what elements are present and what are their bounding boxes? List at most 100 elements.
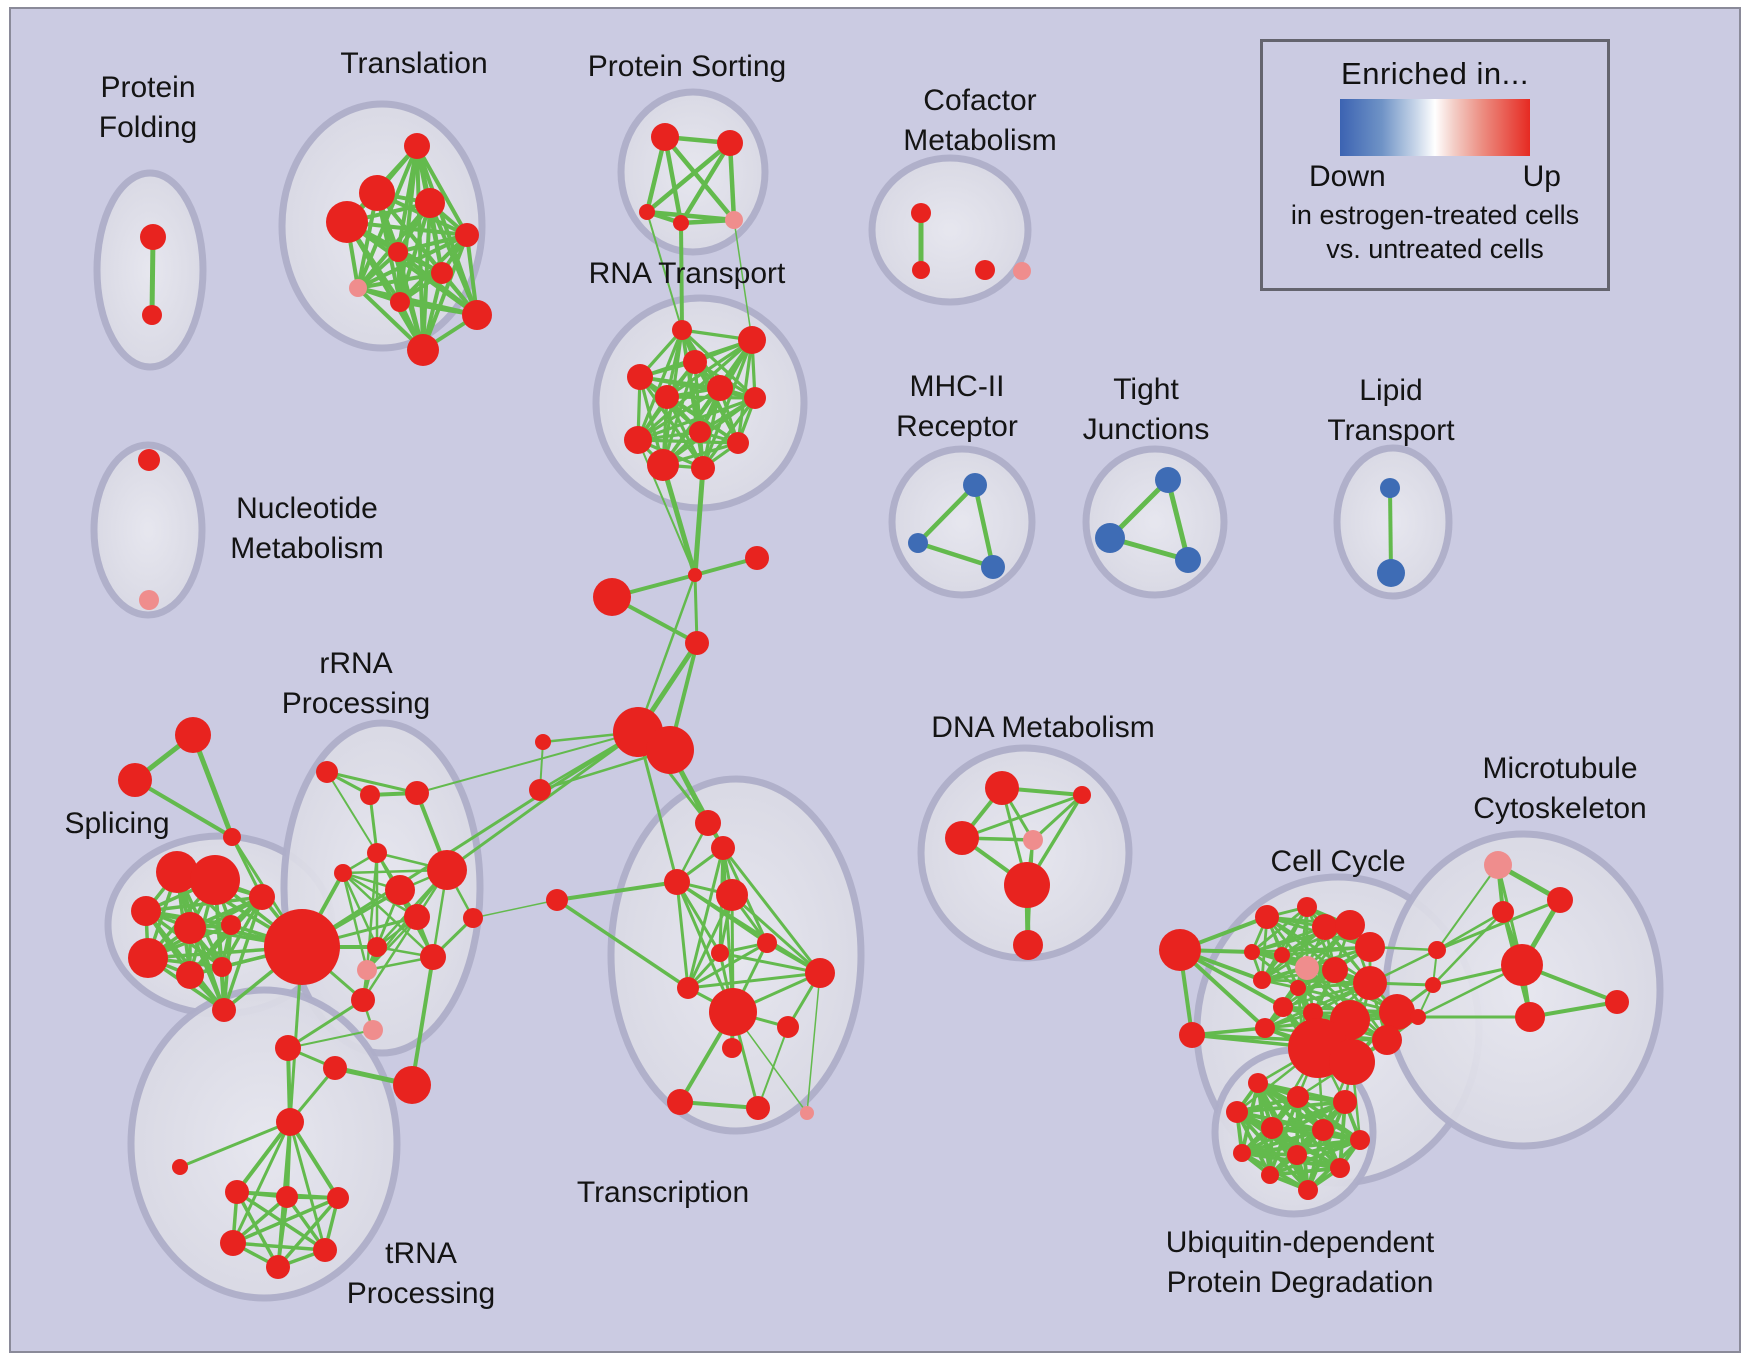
- network-node-tc8: [667, 1089, 693, 1115]
- network-edge: [232, 1196, 339, 1245]
- network-node-t9: [390, 292, 410, 312]
- legend-up-label: Up: [1522, 160, 1561, 193]
- network-node-c2: [1179, 1022, 1205, 1048]
- network-node-t4: [415, 188, 445, 218]
- network-node-r2: [738, 326, 766, 354]
- network-node-x4: [716, 879, 748, 911]
- network-edge: [660, 464, 698, 576]
- network-node-mh1: [963, 473, 987, 497]
- network-node-sp8: [176, 961, 204, 989]
- network-edge: [972, 484, 996, 568]
- network-node-rr7: [385, 875, 415, 905]
- network-node-CB2: [1329, 1039, 1375, 1085]
- cluster-label-splicing: Splicing: [64, 807, 169, 840]
- cluster-label-cell-cycle: Cell Cycle: [1270, 845, 1405, 878]
- network-edge: [188, 895, 264, 977]
- network-node-m4: [1501, 944, 1543, 986]
- network-node-tc4: [805, 958, 835, 988]
- network-node-bhub: [593, 578, 631, 616]
- network-edge: [190, 734, 235, 838]
- network-node-d4: [1023, 830, 1043, 850]
- network-edge: [666, 338, 753, 399]
- network-node-tc9: [746, 1096, 770, 1120]
- cluster-ellipse-cofactor-metabolism: [868, 154, 1032, 306]
- network-node-c5: [1244, 944, 1260, 960]
- network-node-c15: [1379, 994, 1415, 1030]
- network-node-u1: [1248, 1073, 1268, 1093]
- network-node-c18: [1255, 1018, 1275, 1038]
- network-node-SPHUB: [264, 909, 340, 985]
- network-edge: [645, 141, 732, 214]
- network-node-tc3: [677, 977, 699, 999]
- network-node-mh3: [981, 555, 1005, 579]
- network-edge: [232, 1241, 326, 1252]
- network-edge: [686, 847, 725, 989]
- network-node-u6: [1312, 1119, 1334, 1141]
- network-node-sp1: [156, 851, 198, 893]
- network-node-c16: [1273, 997, 1293, 1017]
- network-edge: [222, 896, 264, 1011]
- network-node-rr3: [405, 781, 429, 805]
- network-edge: [701, 339, 754, 469]
- network-edge: [556, 898, 689, 990]
- network-node-u11: [1261, 1166, 1279, 1184]
- network-node-m2: [1547, 887, 1573, 913]
- network-edge: [341, 872, 379, 948]
- network-node-c11: [1322, 957, 1348, 983]
- network-node-c6: [1274, 947, 1290, 963]
- network-edge: [276, 1196, 340, 1269]
- network-node-j1: [688, 568, 702, 582]
- network-edge: [1436, 898, 1561, 952]
- network-edge: [675, 881, 722, 954]
- network-node-t8: [349, 279, 367, 297]
- network-edge: [556, 880, 678, 902]
- network-node-rr4: [367, 843, 387, 863]
- network-node-cf2: [912, 261, 930, 279]
- network-edge: [675, 881, 690, 989]
- network-edge: [636, 731, 679, 883]
- network-edge: [133, 778, 234, 839]
- network-node-sp10: [212, 998, 236, 1022]
- network-node-ch3: [393, 1066, 431, 1104]
- network-node-m6: [1605, 990, 1629, 1014]
- network-node-tn7: [313, 1238, 337, 1262]
- network-edge: [721, 847, 822, 974]
- network-node-ch1: [275, 1035, 301, 1061]
- network-node-r10: [727, 432, 749, 454]
- cluster-label-rrna-processing: rRNA Processing: [282, 647, 430, 720]
- network-edge: [636, 329, 684, 441]
- network-node-t11: [407, 334, 439, 366]
- network-edge: [288, 1121, 327, 1251]
- network-node-u3: [1333, 1090, 1357, 1114]
- network-node-sp2: [190, 855, 240, 905]
- network-edge: [235, 1191, 280, 1268]
- network-node-c8: [1335, 910, 1365, 940]
- network-edge: [701, 397, 757, 469]
- network-edge: [288, 1120, 340, 1200]
- network-node-nm2: [139, 590, 159, 610]
- network-node-nm1: [138, 449, 160, 471]
- network-node-br1: [745, 546, 769, 570]
- cluster-label-lipid-transport: Lipid Transport: [1327, 374, 1455, 447]
- network-node-tn2: [225, 1180, 249, 1204]
- network-node-bm2: [1425, 977, 1441, 993]
- network-edge: [179, 1120, 291, 1169]
- network-node-rr10: [420, 944, 446, 970]
- network-edge: [220, 896, 264, 968]
- network-edge: [345, 220, 425, 352]
- network-node-cf4: [1013, 262, 1031, 280]
- network-node-sp6: [249, 884, 275, 910]
- network-node-u2: [1287, 1086, 1309, 1108]
- network-node-u4: [1226, 1101, 1248, 1123]
- network-node-cf3: [975, 260, 995, 280]
- network-node-t1: [404, 133, 430, 159]
- network-node-tj2: [1095, 523, 1125, 553]
- network-edge: [326, 770, 418, 795]
- network-node-rr6: [427, 850, 467, 890]
- network-node-r12: [691, 456, 715, 480]
- cluster-label-cofactor-metabolism: Cofactor Metabolism: [903, 84, 1056, 157]
- network-node-c3: [1255, 905, 1279, 929]
- network-node-t10: [462, 300, 492, 330]
- network-node-tc5: [709, 988, 757, 1036]
